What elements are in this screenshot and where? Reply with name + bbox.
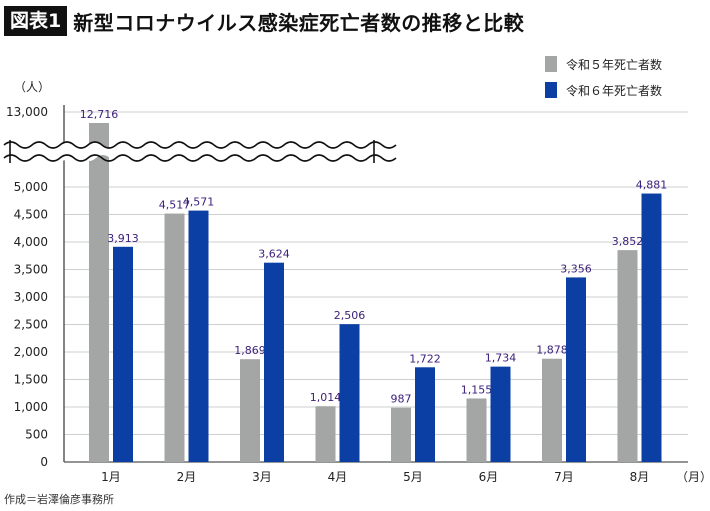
y-tick-label: 13,000 (6, 105, 48, 119)
data-label: 4,881 (636, 179, 668, 192)
x-tick-label: 6月 (479, 470, 499, 484)
axis-break-line (3, 154, 397, 162)
data-label: 1,155 (461, 383, 493, 396)
bar-r5 (391, 407, 411, 462)
data-label: 1,734 (485, 352, 517, 365)
bar-r5 (240, 359, 260, 462)
data-label: 4,517 (159, 199, 191, 212)
bar-r6 (490, 366, 511, 462)
data-label: 1,014 (310, 391, 342, 404)
x-tick-label: 5月 (403, 470, 423, 484)
data-label: 3,913 (107, 232, 139, 245)
data-label: 12,716 (80, 108, 119, 121)
y-tick-label: 1,500 (14, 373, 48, 387)
data-label: 1,878 (536, 344, 568, 357)
axis-break-line (3, 141, 397, 149)
bar-r6 (415, 367, 435, 462)
y-tick-label: 3,500 (14, 263, 48, 277)
data-label: 4,571 (183, 196, 215, 209)
bar-r5 (617, 250, 638, 462)
data-label: 3,852 (612, 235, 644, 248)
x-tick-label: 1月 (101, 470, 121, 484)
legend-label: 令和５年死亡者数 (566, 57, 662, 72)
data-label: 1,869 (234, 344, 266, 357)
bar-r5 (315, 406, 336, 462)
chart-title: 新型コロナウイルス感染症死亡者数の推移と比較 (73, 10, 525, 35)
y-tick-label: 0 (40, 455, 48, 469)
data-label: 987 (391, 393, 412, 406)
bar-r6 (641, 193, 662, 463)
axis-break-band (0, 142, 396, 161)
y-tick-label: 4,000 (14, 235, 48, 249)
x-tick-label: 8月 (630, 470, 650, 484)
bar-r6 (188, 210, 209, 462)
data-label: 1,722 (409, 352, 441, 365)
bar-r6 (339, 324, 360, 462)
x-axis-unit: （月） (676, 470, 710, 484)
bar-r5 (466, 398, 487, 462)
y-tick-label: 5,000 (14, 180, 48, 194)
bar-r5 (164, 213, 185, 462)
y-tick-label: 500 (25, 428, 48, 442)
source-note: 作成＝岩澤倫彦事務所 (4, 493, 114, 506)
x-tick-label: 3月 (252, 470, 272, 484)
x-tick-label: 2月 (177, 470, 197, 484)
y-tick-label: 4,500 (14, 208, 48, 222)
legend-swatch (545, 56, 557, 72)
y-tick-label: 1,000 (14, 400, 48, 414)
legend-swatch (545, 82, 557, 98)
y-axis-unit: （人） (14, 80, 50, 94)
bar-r6 (264, 262, 284, 462)
y-tick-label: 3,000 (14, 290, 48, 304)
data-label: 3,356 (560, 262, 592, 275)
data-label: 3,624 (258, 248, 290, 261)
data-label: 2,506 (334, 309, 366, 322)
bar-r6 (566, 277, 586, 462)
chart-header: 図表1 新型コロナウイルス感染症死亡者数の推移と比較 (4, 3, 524, 39)
y-tick-label: 2,500 (14, 318, 48, 332)
legend-label: 令和６年死亡者数 (566, 83, 662, 98)
bar-r5 (89, 123, 109, 462)
figure-badge: 図表1 (4, 6, 68, 36)
x-tick-label: 7月 (554, 470, 574, 484)
x-tick-label: 4月 (328, 470, 348, 484)
bar-r5 (542, 358, 562, 462)
bar-r6 (113, 246, 133, 462)
y-tick-label: 2,000 (14, 345, 48, 359)
